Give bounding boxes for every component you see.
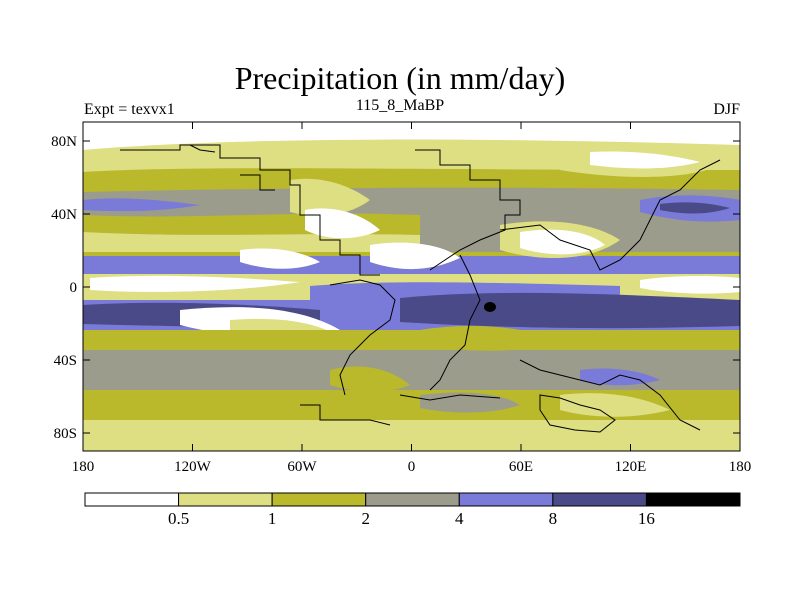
longitude-axis: 180 120W 60W 0 60E 120E 180 bbox=[72, 122, 752, 475]
plot-title: Precipitation (in mm/day) bbox=[234, 60, 566, 96]
y-tick-label: 80N bbox=[51, 134, 77, 150]
colorbar-swatch bbox=[271, 492, 367, 507]
x-tick-label: 60E bbox=[509, 459, 533, 475]
colorbar-swatch bbox=[365, 492, 460, 507]
colorbar-label: 1 bbox=[268, 509, 277, 528]
latitude-axis: 80N 40N 0 40S 80S bbox=[51, 134, 740, 442]
y-tick-label: 40S bbox=[54, 353, 77, 369]
colorbar-swatch bbox=[458, 492, 554, 507]
x-tick-label: 0 bbox=[408, 459, 416, 475]
colorbar-label: 0.5 bbox=[168, 509, 189, 528]
period-label: 115_8_MaBP bbox=[355, 97, 445, 114]
precipitation-field bbox=[83, 122, 740, 451]
x-tick-label: 180 bbox=[72, 459, 95, 475]
colorbar-swatch bbox=[552, 492, 647, 507]
y-tick-label: 80S bbox=[54, 426, 77, 442]
x-tick-label: 180 bbox=[729, 459, 752, 475]
y-tick-label: 40N bbox=[51, 207, 77, 223]
y-tick-label: 0 bbox=[70, 280, 78, 296]
colorbar-label: 4 bbox=[455, 509, 464, 528]
season-label: DJF bbox=[713, 101, 740, 118]
colorbar-label: 16 bbox=[638, 509, 655, 528]
colorbar-swatch bbox=[84, 492, 180, 507]
experiment-label: Expt = texvx1 bbox=[84, 101, 175, 118]
colorbar-swatch bbox=[178, 492, 273, 507]
colorbar: 0.5 1 2 4 8 16 bbox=[84, 492, 741, 528]
x-tick-label: 60W bbox=[287, 459, 317, 475]
x-tick-label: 120W bbox=[174, 459, 212, 475]
colorbar-label: 2 bbox=[361, 509, 370, 528]
coastlines bbox=[120, 144, 721, 433]
colorbar-swatch bbox=[645, 492, 741, 507]
x-tick-label: 120E bbox=[615, 459, 647, 475]
colorbar-label: 8 bbox=[549, 509, 558, 528]
